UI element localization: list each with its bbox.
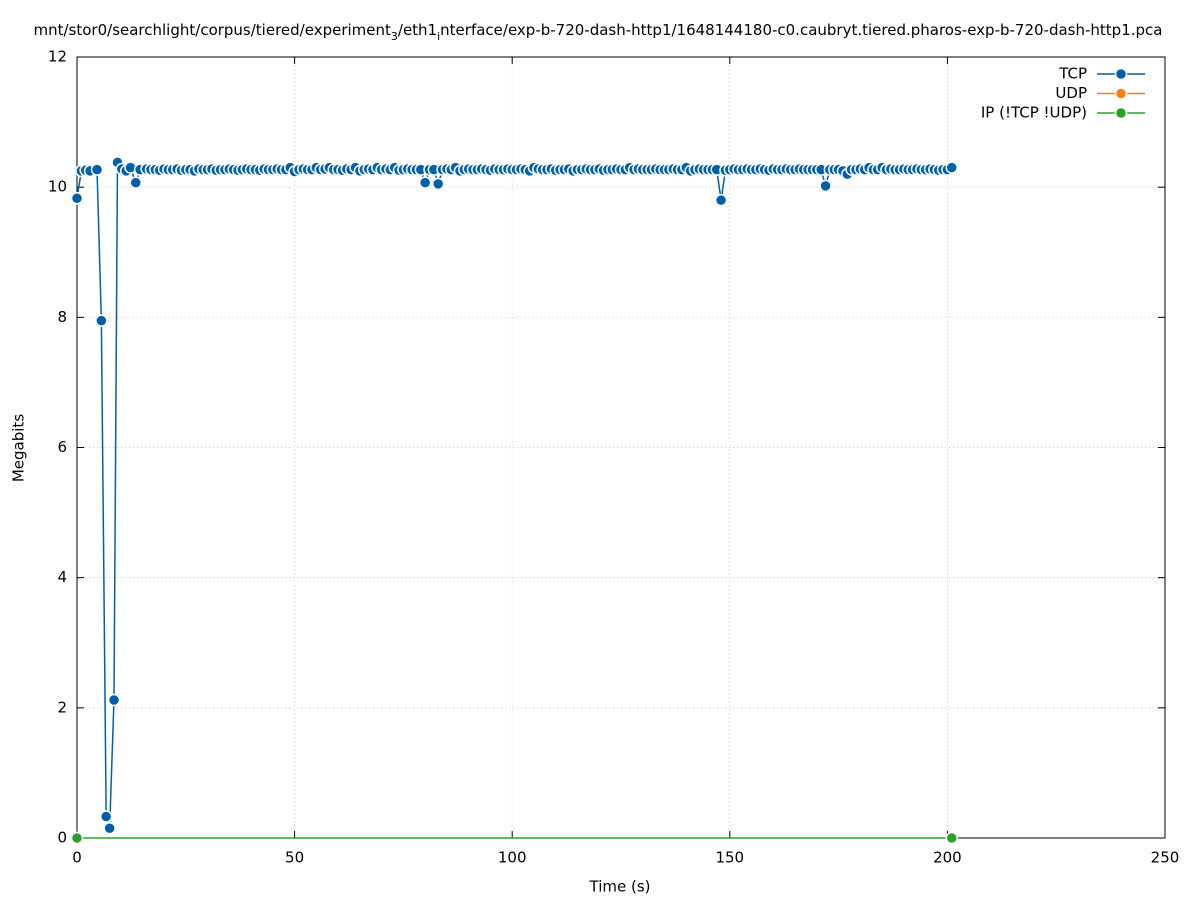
title-part: mnt/stor0/searchlight/corpus/tiered/expe…	[34, 21, 391, 39]
data-point	[945, 831, 959, 845]
data-point	[129, 176, 143, 189]
legend-label: UDP	[1055, 84, 1087, 102]
x-tick-label: 250	[1151, 849, 1180, 867]
y-tick-label: 12	[48, 48, 67, 66]
title-part: /eth1	[398, 21, 437, 39]
chart-title: mnt/stor0/searchlight/corpus/tiered/expe…	[34, 21, 1163, 43]
data-point	[945, 161, 959, 174]
data-point	[431, 177, 445, 191]
series-line	[76, 159, 953, 829]
x-tick-label: 200	[933, 849, 962, 867]
x-tick-label: 150	[715, 849, 744, 867]
x-tick-label: 100	[498, 849, 527, 867]
x-tick-label: 50	[285, 849, 304, 867]
title-part: 3	[391, 30, 398, 43]
data-point	[107, 693, 121, 707]
title-part: i	[437, 30, 440, 43]
legend-marker	[1114, 87, 1128, 100]
data-point	[90, 163, 104, 176]
y-tick-label: 8	[57, 308, 67, 326]
x-axis-label: Time (s)	[589, 878, 651, 896]
data-point	[714, 193, 728, 207]
legend-marker	[1114, 67, 1128, 81]
y-tick-label: 0	[57, 829, 67, 847]
data-point	[103, 821, 116, 835]
data-point	[99, 810, 113, 823]
data-point	[70, 191, 84, 205]
y-tick-label: 2	[57, 698, 67, 716]
y-tick-label: 10	[48, 178, 67, 196]
y-tick-label: 6	[57, 438, 67, 456]
legend-label: TCP	[1058, 65, 1087, 83]
legend-label: IP (!TCP !UDP)	[981, 104, 1087, 122]
legend-marker	[1114, 106, 1128, 120]
y-tick-label: 4	[57, 568, 67, 586]
x-tick-label: 0	[72, 849, 82, 867]
data-point	[95, 314, 108, 327]
y-axis-label: Megabits	[10, 414, 28, 482]
data-point	[418, 176, 432, 189]
title-part: nterface/exp-b-720-dash-http1/1648144180…	[440, 21, 1162, 39]
data-point	[819, 179, 832, 193]
data-point	[70, 831, 84, 845]
